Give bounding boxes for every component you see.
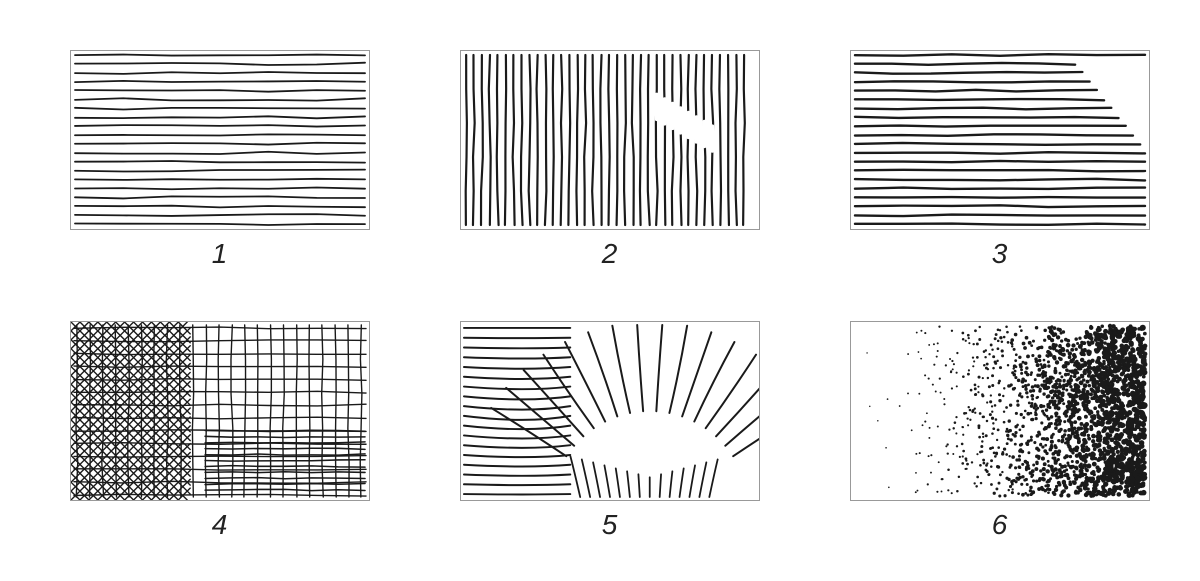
panel-1 <box>70 50 370 230</box>
cell-3: 3 <box>850 50 1150 281</box>
caption-2: 2 <box>602 238 619 270</box>
texture-grid: 1 2 3 4 5 6 <box>0 0 1200 581</box>
cell-6: 6 <box>850 321 1150 552</box>
caption-6: 6 <box>992 509 1009 541</box>
caption-3: 3 <box>992 238 1009 270</box>
panel-6 <box>850 321 1150 501</box>
cell-1: 1 <box>70 50 370 281</box>
caption-1: 1 <box>212 238 229 270</box>
cell-2: 2 <box>460 50 760 281</box>
panel-2 <box>460 50 760 230</box>
panel-3 <box>850 50 1150 230</box>
panel-4 <box>70 321 370 501</box>
caption-4: 4 <box>212 509 229 541</box>
cell-5: 5 <box>460 321 760 552</box>
cell-4: 4 <box>70 321 370 552</box>
panel-5 <box>460 321 760 501</box>
caption-5: 5 <box>602 509 619 541</box>
